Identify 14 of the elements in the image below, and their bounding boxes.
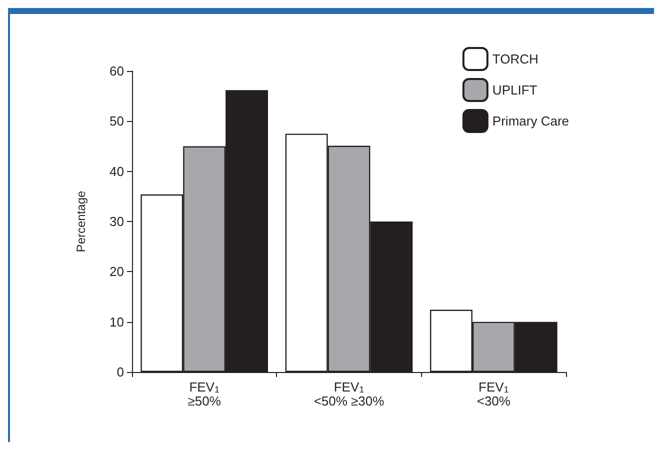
- y-tick-label: 30: [110, 214, 124, 229]
- y-tick-label: 40: [110, 164, 124, 179]
- y-tick-label: 50: [110, 114, 124, 129]
- x-tick-label: FEV1 <30%: [476, 380, 511, 408]
- legend-label: Primary Care: [492, 114, 570, 128]
- legend-label: TORCH: [492, 52, 538, 66]
- x-tick-label: FEV1 <50% ≥30%: [314, 380, 385, 408]
- y-tick-label: 0: [116, 364, 124, 380]
- x-tick-label: FEV1 ≥50%: [188, 380, 222, 408]
- legend-label: UPLIFT: [492, 82, 538, 98]
- y-tick-label: 60: [110, 64, 124, 78]
- y-axis-title: Percentage: [74, 190, 88, 252]
- y-tick-label: 10: [110, 314, 124, 330]
- y-tick-label: 20: [110, 264, 124, 280]
